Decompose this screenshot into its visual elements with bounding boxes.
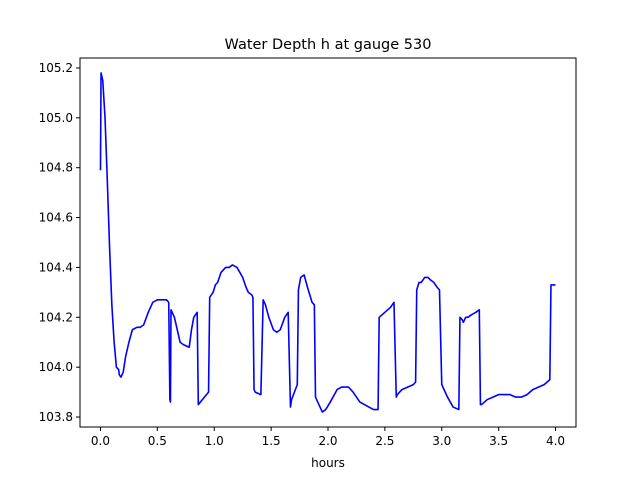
y-tick-label: 104.2 xyxy=(39,310,73,324)
y-tick-label: 105.2 xyxy=(39,61,73,75)
x-tick-label: 4.0 xyxy=(546,434,565,448)
y-tick-label: 104.8 xyxy=(39,161,73,175)
x-tick-label: 2.5 xyxy=(375,434,394,448)
chart-title: Water Depth h at gauge 530 xyxy=(225,37,432,53)
x-tick-label: 1.0 xyxy=(205,434,224,448)
x-tick-label: 0.5 xyxy=(148,434,167,448)
y-tick-label: 104.4 xyxy=(39,260,73,274)
x-tick-label: 3.0 xyxy=(432,434,451,448)
x-tick-label: 0.0 xyxy=(91,434,110,448)
series-line-water-depth xyxy=(99,72,556,413)
y-tick-label: 105.0 xyxy=(39,111,73,125)
x-tick-label: 3.5 xyxy=(489,434,508,448)
plot-data xyxy=(99,72,556,413)
x-tick-label: 1.5 xyxy=(262,434,281,448)
x-tick-label: 2.0 xyxy=(318,434,337,448)
y-axis-ticks: 103.8 104.0 104.2 104.4 104.6 104.8 105.0 105.2 xyxy=(39,61,80,424)
x-axis-ticks: 0.0 0.5 1.0 1.5 2.0 2.5 3.0 3.5 4.0 xyxy=(91,427,565,448)
y-tick-label: 103.8 xyxy=(39,410,73,424)
y-tick-label: 104.0 xyxy=(39,360,73,374)
x-axis-label: hours xyxy=(311,456,345,470)
y-tick-label: 104.6 xyxy=(39,211,73,225)
axes-frame xyxy=(79,57,577,428)
